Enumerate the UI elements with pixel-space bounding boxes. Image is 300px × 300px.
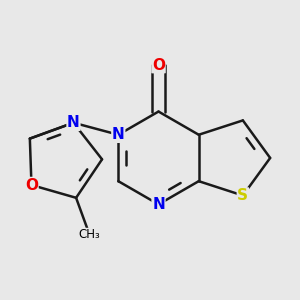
Text: CH₃: CH₃ — [79, 228, 101, 242]
Text: N: N — [112, 127, 125, 142]
Text: N: N — [152, 197, 165, 212]
Text: O: O — [152, 58, 165, 73]
Text: S: S — [237, 188, 248, 203]
Text: N: N — [67, 115, 80, 130]
Text: O: O — [25, 178, 38, 193]
